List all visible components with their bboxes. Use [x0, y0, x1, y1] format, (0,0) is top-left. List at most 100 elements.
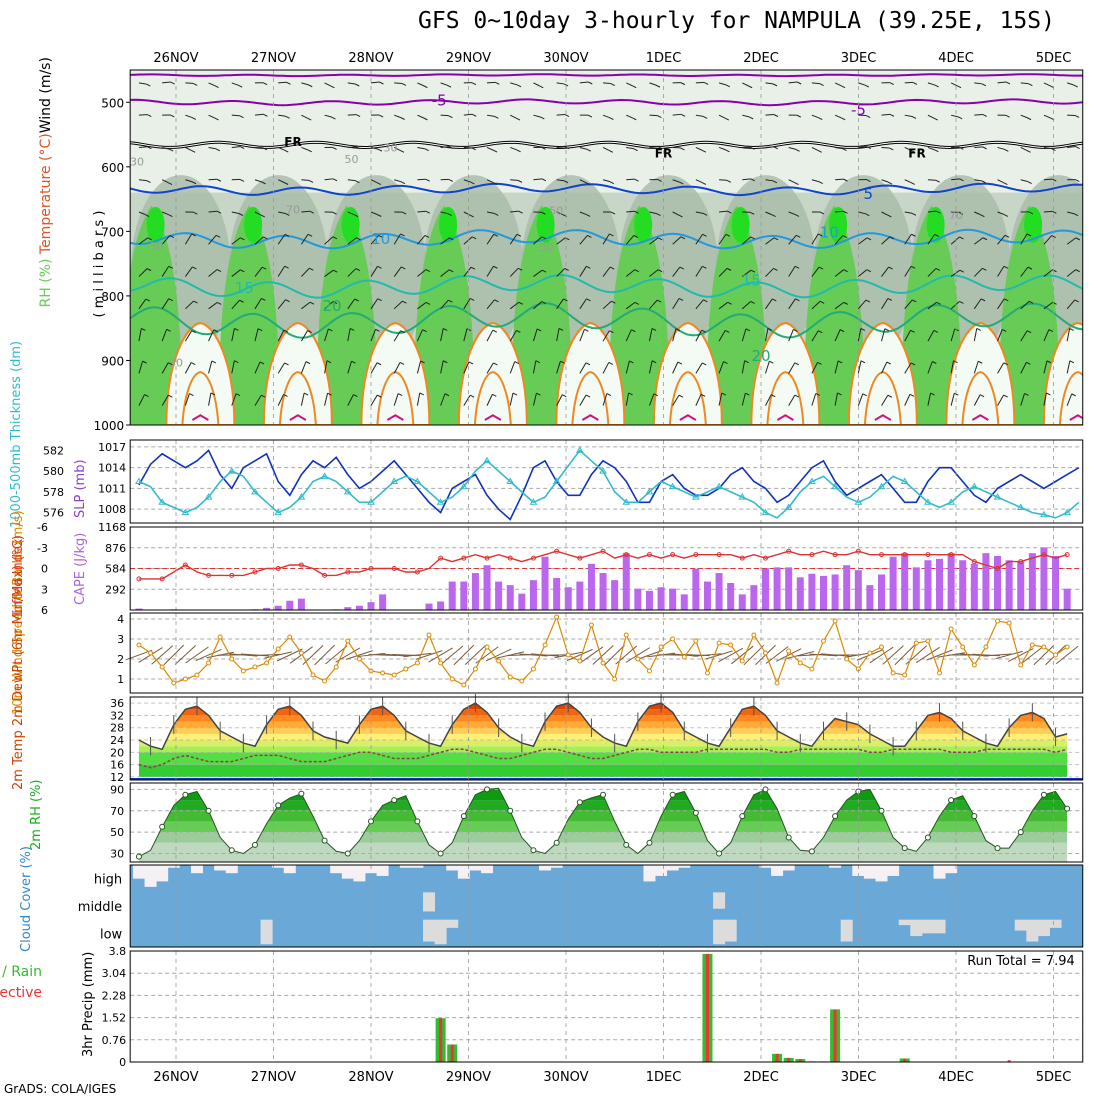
wind-barb-xs-flag-72-2: [982, 146, 987, 150]
wind-barb-xs-flag-66-10: [909, 393, 915, 397]
cloud-cell-middle-25: [423, 892, 436, 912]
wind-barb-xs-flag-68-10: [930, 392, 935, 396]
wind-barb-xs-6-4: [208, 210, 218, 213]
cape-bar-59: [819, 575, 827, 610]
wind-barb-xs-flag-52-4: [749, 211, 755, 215]
cape-bar-0: [135, 608, 143, 610]
rh2m-point-64: [878, 807, 885, 814]
xs-ytick-1: 600: [101, 161, 124, 175]
wind-barb-xs-flag-10-2: [262, 147, 268, 151]
wind-barb-xs-50-8: [718, 330, 726, 342]
wind-barb-xs-flag-58-0: [819, 83, 824, 87]
wind-barb-xs-14-2: [301, 146, 308, 151]
wind-barb-xs-28-9: [463, 361, 470, 374]
rh-tick-3: 90: [110, 783, 124, 796]
wind-barb-xs-flag-44-3: [657, 179, 662, 182]
thickness-point-0: [135, 477, 143, 484]
wind-barb-xs-42-3: [626, 178, 635, 181]
series-line-slp: [138, 449, 1080, 521]
wind-barb-xs-flag-30-5: [493, 233, 498, 237]
chart-title: GFS 0~10day 3-hourly for NAMPULA (39.25E…: [418, 8, 1055, 34]
rh2m-point-60: [832, 813, 839, 820]
wind-barb-xs-flag-46-7: [678, 298, 684, 301]
rh2m-point-54: [762, 786, 769, 793]
rh-bright-core-5: [634, 206, 653, 243]
li-point-28: [461, 555, 467, 561]
wind-barb-xs-flag-76-9: [1026, 361, 1031, 365]
wind-barb-xs-flag-54-7: [772, 298, 777, 302]
isotherm-label-9: 15: [742, 271, 761, 289]
wind-barb-xs-flag-66-8: [910, 329, 915, 333]
wind-barb-xs-70-6: [950, 269, 961, 277]
wind-barb-xs-flag-20-5: [378, 235, 383, 238]
wind-barb-xs-flag-4-8: [191, 330, 196, 334]
thickness-point-12: [274, 508, 283, 516]
wind-barb-xs-52-5: [741, 236, 751, 245]
wind-barb-xs-60-1: [834, 114, 842, 119]
wind-barb-xs-flag-74-6: [1003, 265, 1009, 269]
thickness-point-40: [599, 467, 607, 474]
wind-barb-xs-flag-12-7: [285, 299, 290, 303]
wind-barb-xs-24-1: [417, 114, 424, 119]
cape-bar-25: [425, 603, 433, 610]
wind-barb-xs-flag-22-4: [401, 211, 407, 215]
wind-barb-xs-10-6: [254, 266, 263, 277]
wind-barb-xs-flag-80-6: [1075, 269, 1080, 273]
wind-barb-xs-flag-38-0: [588, 81, 593, 85]
wind-barb-xs-flag-56-10: [794, 394, 800, 398]
wind-barb-xs-flag-48-0: [703, 81, 709, 85]
thickness-point-4: [181, 508, 190, 516]
wind-barb-xs-flag-2-3: [167, 182, 173, 185]
wind-barb-xs-flag-34-1: [540, 116, 545, 120]
slp-ylabel-left: 1000-500mb Thickness (dm): [9, 341, 24, 528]
cloud-cell-high-64: [875, 865, 888, 882]
wind-barb-xs-18-9: [347, 361, 352, 374]
li-point-38: [577, 555, 583, 561]
wind-barb-xs-72-6: [973, 268, 983, 277]
wind-barb-xs-46-8: [672, 328, 677, 342]
wind-barb-xs-flag-80-4: [1073, 213, 1079, 217]
wind-barb-xs-24-4: [417, 210, 426, 213]
wind-barb-xs-38-9: [579, 362, 587, 374]
wind-barb-xs-26-8: [440, 328, 444, 342]
wind-barb-xs-flag-68-0: [934, 84, 939, 88]
wind-barb-xs-74-6: [997, 266, 1005, 277]
wind-barb-xs-26-6: [440, 269, 450, 277]
wind-barb-xs-flag-56-1: [796, 114, 802, 118]
wind-barb-xs-flag-22-7: [402, 300, 407, 304]
wind-barb-xs-flag-68-9: [932, 361, 937, 364]
wind-barb-xs-flag-70-8: [954, 328, 959, 332]
wind-barb-xs-80-5: [1066, 237, 1077, 245]
wind-barb-xs-30-7: [486, 299, 495, 310]
wind-barb-xs-flag-8-0: [237, 84, 243, 88]
xs-ylabel: RH (%) Temperature (°C)Wind (m/s): [38, 57, 54, 307]
wind-barb-xs-flag-44-4: [656, 213, 661, 217]
wind-barb-xs-56-10: [788, 394, 796, 406]
wind-barb-xs-58-5: [811, 233, 819, 245]
wind-point-48: [693, 638, 699, 644]
wind-barb-xs-10-3: [254, 179, 262, 183]
wind-barb-xs-28-1: [463, 113, 473, 116]
panel-border-3: [129, 612, 1084, 694]
temp-tick-6: 36: [110, 697, 124, 710]
thickness-point-64: [877, 482, 886, 490]
wind-barb-xs-flag-32-3: [517, 179, 523, 183]
wind-barb-xs-flag-50-3: [726, 179, 732, 183]
wind-point-43: [635, 656, 641, 662]
thickness-point-66: [900, 477, 909, 484]
wind-barb-xs-26-7: [440, 299, 449, 310]
li-point-16: [322, 572, 328, 578]
wind-barb-xs-flag-56-3: [794, 182, 799, 186]
thick-tick-1: 580: [43, 465, 64, 478]
cloud-cell-high-70: [945, 865, 958, 874]
rh2m-point-10: [251, 841, 258, 848]
wind-barb-10m-28: [453, 644, 475, 666]
wind-barb-xs-50-9: [718, 361, 725, 374]
wind-barb-xs-flag-62-2: [866, 146, 871, 150]
wind-point-38: [577, 658, 583, 664]
wind-barb-xs-flag-0-7: [145, 298, 151, 302]
wind-point-60: [832, 618, 838, 624]
cape-bar-13: [286, 600, 294, 610]
wind-barb-xs-flag-18-10: [353, 394, 358, 398]
